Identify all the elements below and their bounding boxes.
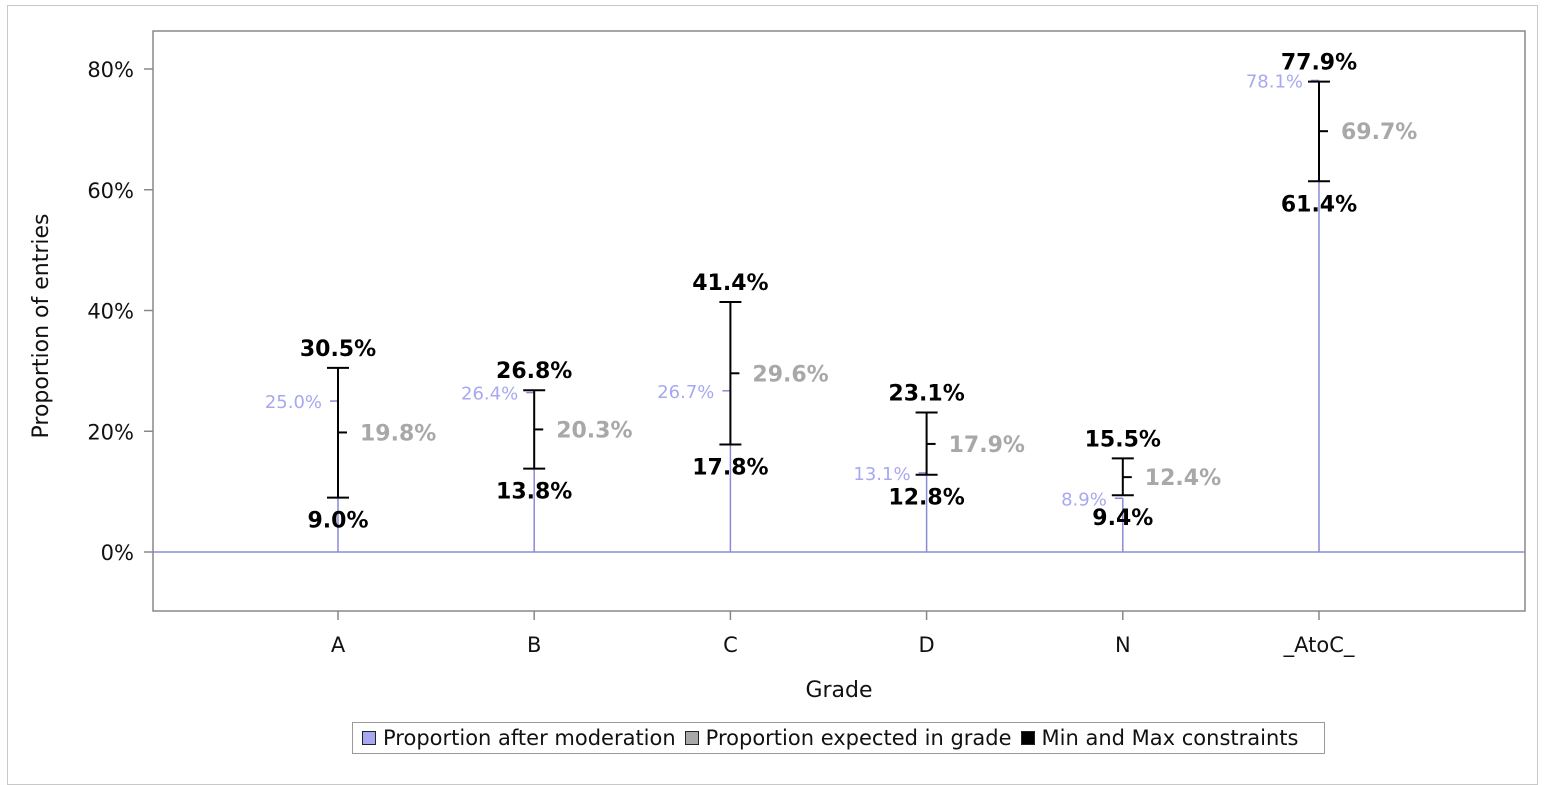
max-data-label: 30.5%: [300, 337, 376, 362]
x-axis: A B C D N _AtoC_: [331, 611, 1355, 658]
category-group-b: 26.4%26.8% 13.8% 20.3%: [461, 359, 633, 552]
chart-marks: 25.0%30.5%9.0%19.8%26.4%26.8%13.8%20.3%2…: [153, 51, 1525, 553]
chart-canvas: 0% 20% 40% 60% 80% A B C D N _AtoC_ 25.0% 30.5% 9.0…: [29, 30, 1526, 703]
x-tick-label: B: [527, 633, 541, 657]
min-data-label: 9.0%: [307, 509, 368, 534]
x-axis-label: Grade: [805, 678, 872, 703]
x-tick-label: A: [331, 633, 346, 657]
legend: Proportion after moderation Proportion e…: [352, 722, 1325, 754]
category-group-n: 8.9% 15.5% 9.4% 12.4%: [1061, 427, 1221, 552]
expected-data-label: 20.3%: [556, 418, 632, 443]
max-data-label: 41.4%: [692, 271, 768, 296]
legend-label-moderation: Proportion after moderation: [383, 726, 676, 750]
min-data-label: 17.8%: [692, 456, 768, 481]
legend-swatch-constraints: [1020, 731, 1035, 745]
y-tick-label: 80%: [87, 58, 134, 82]
x-tick-label: C: [723, 633, 738, 657]
y-tick-label: 20%: [87, 420, 134, 444]
min-data-label: 13.8%: [496, 480, 572, 505]
y-tick-label: 40%: [87, 300, 134, 324]
moderation-data-label: 13.1%: [853, 464, 910, 485]
x-tick-label: N: [1115, 633, 1131, 657]
moderation-data-label: 8.9%: [1061, 489, 1107, 510]
max-data-label: 15.5%: [1085, 427, 1161, 452]
category-group-atoc: 78.1%77.9% 61.4% 69.7%: [1246, 51, 1417, 552]
category-group-c: 26.7% 41.4% 17.8% 29.6%: [657, 271, 829, 552]
expected-data-label: 19.8%: [360, 421, 436, 446]
category-group-a: 25.0% 30.5% 9.0% 19.8%: [265, 337, 436, 552]
moderation-data-label: 26.7%: [657, 382, 714, 403]
legend-label-expected: Proportion expected in grade: [705, 726, 1012, 750]
y-tick-label: 0%: [101, 541, 134, 565]
expected-data-label: 17.9%: [949, 433, 1025, 458]
legend-swatch-expected: [684, 731, 699, 745]
min-data-label: 9.4%: [1092, 506, 1153, 531]
expected-data-label: 69.7%: [1341, 120, 1417, 145]
category-group-d: 13.1% 23.1% 12.8% 17.9%: [853, 382, 1025, 552]
y-axis: 0% 20% 40% 60% 80%: [87, 58, 153, 565]
expected-data-label: 12.4%: [1145, 466, 1221, 491]
moderation-data-label: 26.4%: [461, 384, 518, 405]
legend-label-constraints: Min and Max constraints: [1041, 726, 1299, 750]
min-data-label: 61.4%: [1281, 192, 1357, 217]
x-tick-label: _AtoC_: [1283, 633, 1355, 658]
moderation-data-label: 78.1%: [1246, 71, 1303, 92]
legend-item-moderation: Proportion after moderation: [362, 726, 676, 750]
expected-data-label: 29.6%: [752, 362, 828, 387]
moderation-data-label: 25.0%: [265, 392, 322, 413]
y-axis-label: Proportion of entries: [29, 214, 54, 439]
legend-swatch-moderation: [362, 731, 376, 745]
max-data-label: 26.8%: [496, 359, 572, 384]
max-data-label: 77.9%: [1281, 51, 1357, 76]
legend-item-constraints: Min and Max constraints: [1020, 726, 1299, 750]
x-tick-label: D: [919, 633, 935, 657]
max-data-label: 23.1%: [888, 382, 964, 407]
legend-item-expected: Proportion expected in grade: [684, 726, 1012, 750]
min-data-label: 12.8%: [888, 486, 964, 511]
y-tick-label: 60%: [87, 179, 134, 203]
plot-area: [152, 30, 1526, 612]
